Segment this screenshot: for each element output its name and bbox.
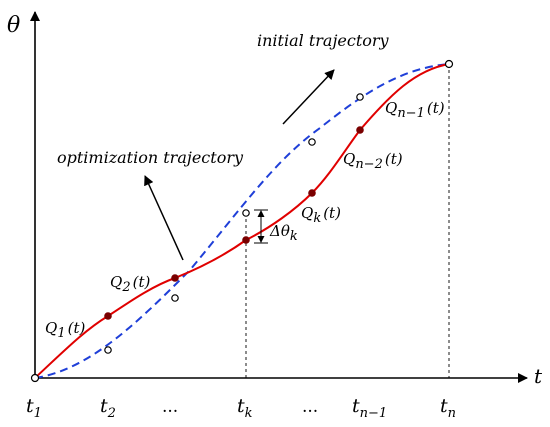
point-label-q2: Q2 (t) [110, 273, 150, 295]
initial-point-6 [356, 93, 364, 101]
point-label-qk: Qk (t) [301, 204, 341, 226]
delta-theta-label: Δθk [269, 222, 298, 244]
tick-ellipsis-1: ... [162, 397, 178, 417]
point-label-qn1: Qn−1 (t) [385, 99, 445, 121]
initial-trajectory-arrow [282, 69, 335, 125]
point-label-q1: Q1 (t) [45, 319, 85, 341]
point-label-qn2: Qn−2 (t) [343, 150, 403, 172]
initial-point-end [444, 59, 454, 69]
x-axis-label: t [534, 364, 543, 388]
tick-tn: tn [440, 395, 456, 421]
tick-t1: t1 [26, 395, 42, 421]
optimization-trajectory-label: optimization trajectory [57, 148, 244, 167]
tick-ellipsis-2: ... [302, 397, 318, 417]
opt-point-qk1 [308, 189, 316, 197]
opt-point-qn2 [356, 126, 364, 134]
optimization-trajectory-arrow [144, 175, 184, 261]
initial-point-k [242, 209, 250, 217]
initial-point-5 [308, 138, 316, 146]
y-axis-label: θ [7, 13, 20, 38]
opt-point-q2b [171, 274, 179, 282]
initial-point-2 [104, 346, 112, 354]
initial-trajectory-label: initial trajectory [257, 31, 390, 50]
opt-point-q2 [104, 312, 112, 320]
tick-tn1: tn−1 [352, 395, 387, 421]
opt-point-qk [242, 236, 250, 244]
initial-point-3 [171, 294, 179, 302]
tick-tk: tk [237, 395, 253, 421]
tick-t2: t2 [100, 395, 116, 421]
initial-trajectory-curve [34, 63, 450, 379]
initial-point-start [30, 373, 40, 383]
